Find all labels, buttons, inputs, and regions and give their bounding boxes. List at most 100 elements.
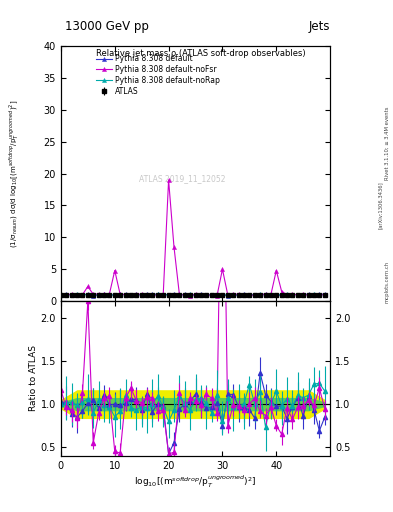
Pythia 8.308 default-noFsr <box>150 292 155 298</box>
Text: Rivet 3.1.10; ≥ 3.4M events: Rivet 3.1.10; ≥ 3.4M events <box>385 106 389 180</box>
Pythia 8.308 default <box>226 292 230 298</box>
Pythia 8.308 default <box>263 292 268 298</box>
Pythia 8.308 default-noRap <box>220 292 225 298</box>
Pythia 8.308 default <box>274 292 279 298</box>
Pythia 8.308 default-noFsr <box>172 244 176 250</box>
Pythia 8.308 default <box>145 291 149 297</box>
Pythia 8.308 default-noFsr <box>75 292 79 298</box>
Pythia 8.308 default <box>193 292 198 298</box>
Pythia 8.308 default <box>118 292 123 298</box>
Pythia 8.308 default-noRap <box>123 292 128 298</box>
Pythia 8.308 default <box>322 291 327 297</box>
Line: Pythia 8.308 default-noRap: Pythia 8.308 default-noRap <box>59 292 327 297</box>
Pythia 8.308 default-noRap <box>64 292 69 298</box>
Pythia 8.308 default <box>69 291 74 297</box>
Pythia 8.308 default-noFsr <box>123 291 128 297</box>
Pythia 8.308 default-noFsr <box>198 292 203 298</box>
Pythia 8.308 default <box>59 292 63 298</box>
Pythia 8.308 default-noFsr <box>118 291 123 297</box>
Pythia 8.308 default-noFsr <box>215 292 219 298</box>
X-axis label: log$_{10}$[(m$^{soft drop}$/p$_T^{ungroomed}$)$^2$]: log$_{10}$[(m$^{soft drop}$/p$_T^{ungroo… <box>134 473 257 489</box>
Pythia 8.308 default <box>242 291 246 297</box>
Pythia 8.308 default-noFsr <box>317 291 322 297</box>
Pythia 8.308 default <box>123 291 128 297</box>
Pythia 8.308 default <box>96 292 101 298</box>
Pythia 8.308 default-noRap <box>322 292 327 298</box>
Pythia 8.308 default-noRap <box>215 292 219 298</box>
Pythia 8.308 default-noRap <box>263 291 268 297</box>
Pythia 8.308 default-noFsr <box>91 291 95 297</box>
Y-axis label: (1/σ$_{resum}$) dσ/d log$_{10}$[(m$^{soft drop}$/p$_T^{ungroomed}$)$^2$]: (1/σ$_{resum}$) dσ/d log$_{10}$[(m$^{sof… <box>7 99 20 248</box>
Pythia 8.308 default-noFsr <box>290 291 295 297</box>
Pythia 8.308 default-noFsr <box>102 291 107 297</box>
Pythia 8.308 default-noRap <box>145 292 149 298</box>
Pythia 8.308 default <box>285 292 289 298</box>
Pythia 8.308 default <box>177 292 182 298</box>
Pythia 8.308 default <box>204 292 209 298</box>
Y-axis label: Ratio to ATLAS: Ratio to ATLAS <box>29 346 38 412</box>
Pythia 8.308 default-noRap <box>150 292 155 298</box>
Pythia 8.308 default-noRap <box>172 292 176 298</box>
Pythia 8.308 default <box>306 291 311 297</box>
Pythia 8.308 default-noRap <box>118 291 123 297</box>
Pythia 8.308 default <box>317 291 322 297</box>
Pythia 8.308 default <box>220 292 225 298</box>
Pythia 8.308 default <box>107 292 112 298</box>
Pythia 8.308 default <box>166 291 171 297</box>
Pythia 8.308 default-noFsr <box>80 292 85 298</box>
Pythia 8.308 default-noFsr <box>107 291 112 297</box>
Pythia 8.308 default <box>290 291 295 297</box>
Pythia 8.308 default-noFsr <box>247 292 252 298</box>
Pythia 8.308 default <box>80 292 85 298</box>
Pythia 8.308 default <box>247 292 252 298</box>
Pythia 8.308 default <box>150 291 155 297</box>
Pythia 8.308 default <box>301 292 306 298</box>
Pythia 8.308 default-noFsr <box>263 291 268 297</box>
Pythia 8.308 default <box>231 292 235 298</box>
Pythia 8.308 default-noFsr <box>236 291 241 297</box>
Pythia 8.308 default <box>172 291 176 297</box>
Pythia 8.308 default-noRap <box>129 291 133 297</box>
Pythia 8.308 default-noFsr <box>226 292 230 298</box>
Pythia 8.308 default-noRap <box>59 291 63 297</box>
Line: Pythia 8.308 default: Pythia 8.308 default <box>59 292 327 297</box>
Pythia 8.308 default-noRap <box>182 291 187 297</box>
Pythia 8.308 default-noRap <box>247 291 252 297</box>
Pythia 8.308 default <box>112 292 117 298</box>
Pythia 8.308 default-noRap <box>166 292 171 298</box>
Pythia 8.308 default-noRap <box>107 292 112 298</box>
Pythia 8.308 default-noFsr <box>312 292 316 298</box>
Pythia 8.308 default-noRap <box>252 292 257 298</box>
Pythia 8.308 default <box>161 291 165 297</box>
Pythia 8.308 default-noRap <box>279 292 284 298</box>
Pythia 8.308 default-noRap <box>290 291 295 297</box>
Pythia 8.308 default <box>312 291 316 297</box>
Text: Relative jet mass ρ (ATLAS soft-drop observables): Relative jet mass ρ (ATLAS soft-drop obs… <box>96 49 305 58</box>
Pythia 8.308 default-noFsr <box>177 291 182 297</box>
Pythia 8.308 default-noFsr <box>182 292 187 298</box>
Pythia 8.308 default-noFsr <box>231 291 235 297</box>
Pythia 8.308 default <box>215 292 219 298</box>
Pythia 8.308 default-noRap <box>274 292 279 298</box>
Pythia 8.308 default <box>236 292 241 298</box>
Pythia 8.308 default-noFsr <box>69 291 74 297</box>
Pythia 8.308 default-noRap <box>226 292 230 298</box>
Pythia 8.308 default-noRap <box>268 292 273 298</box>
Pythia 8.308 default-noRap <box>209 291 214 297</box>
Pythia 8.308 default-noFsr <box>112 267 117 273</box>
Pythia 8.308 default <box>252 292 257 298</box>
Pythia 8.308 default <box>102 291 107 297</box>
Pythia 8.308 default-noRap <box>75 291 79 297</box>
Pythia 8.308 default-noFsr <box>134 291 139 297</box>
Pythia 8.308 default-noFsr <box>274 267 279 273</box>
Text: [arXiv:1306.3436]: [arXiv:1306.3436] <box>378 181 383 229</box>
Pythia 8.308 default-noFsr <box>188 293 193 299</box>
Text: mcplots.cern.ch: mcplots.cern.ch <box>385 261 389 303</box>
Pythia 8.308 default-noFsr <box>242 292 246 298</box>
Pythia 8.308 default-noFsr <box>296 292 300 298</box>
Pythia 8.308 default-noRap <box>285 291 289 297</box>
Pythia 8.308 default-noFsr <box>161 291 165 297</box>
Pythia 8.308 default <box>91 292 95 298</box>
Pythia 8.308 default <box>140 292 144 298</box>
Legend: Pythia 8.308 default, Pythia 8.308 default-noFsr, Pythia 8.308 default-noRap, AT: Pythia 8.308 default, Pythia 8.308 defau… <box>94 52 222 98</box>
